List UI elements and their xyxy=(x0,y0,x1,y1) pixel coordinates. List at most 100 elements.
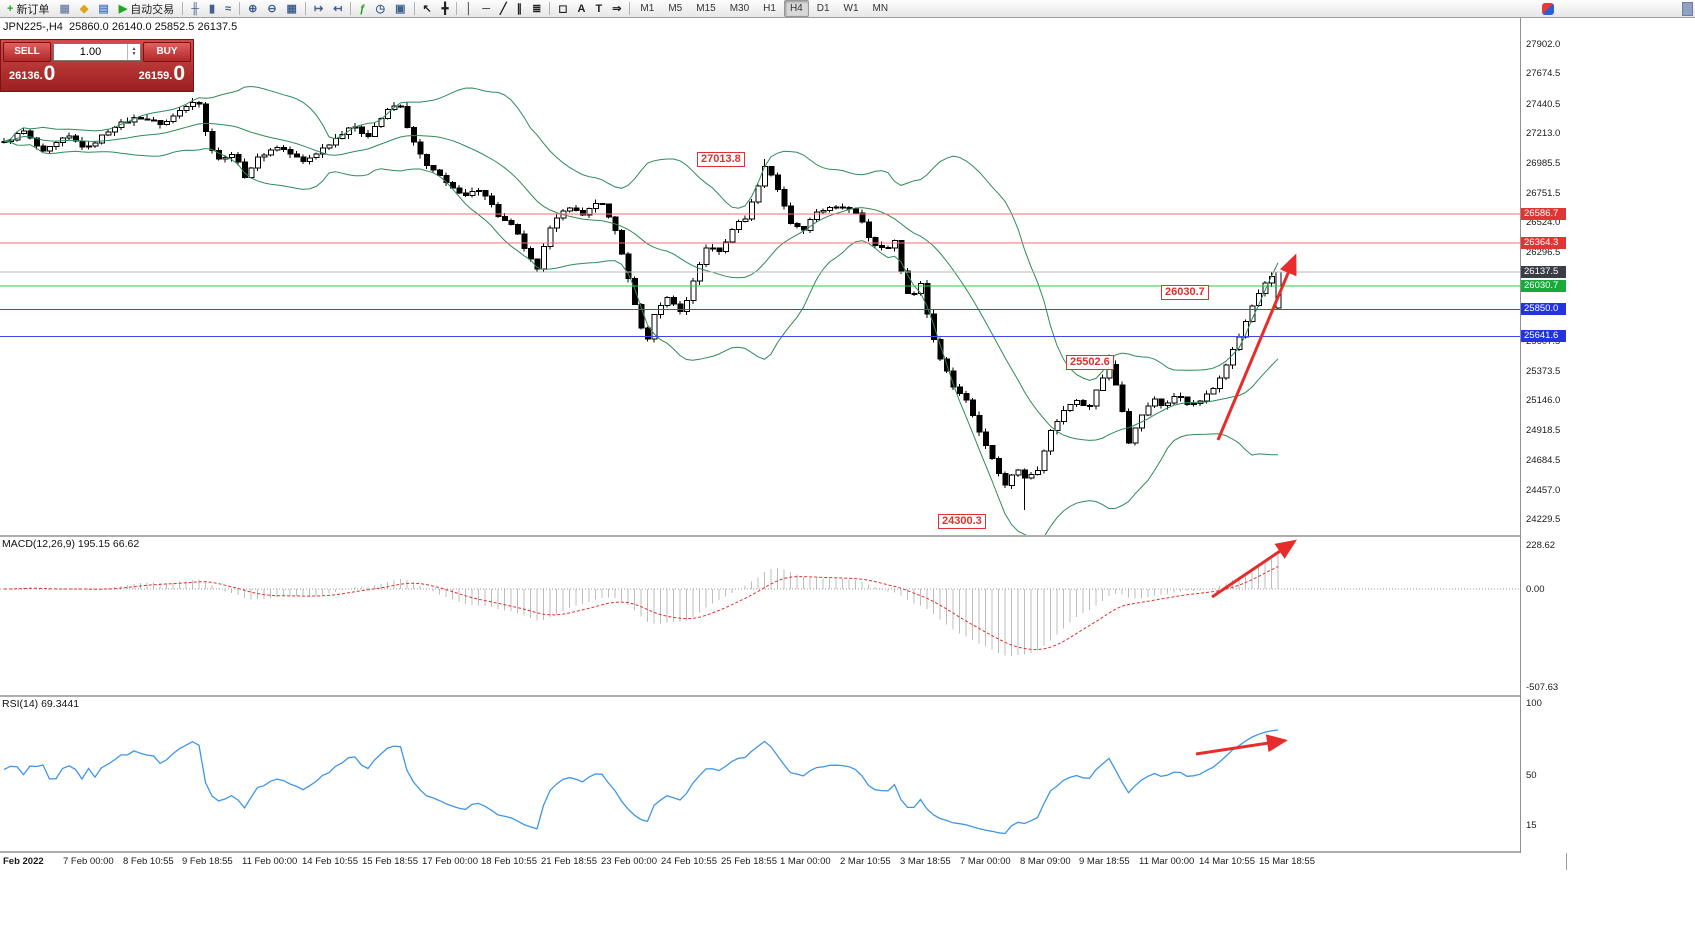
date-label: 2 Mar 10:55 xyxy=(840,856,891,867)
autotrading-icon: ▶ xyxy=(118,2,128,15)
timeframe-h1[interactable]: H1 xyxy=(763,3,776,14)
new-order-icon: + xyxy=(7,2,14,15)
zoom-out-icon[interactable]: ⊖ xyxy=(263,0,280,18)
price-tick: 26985.5 xyxy=(1526,158,1561,169)
charts-icon[interactable]: ▦ xyxy=(55,0,73,18)
buy-button[interactable]: BUY xyxy=(143,42,191,62)
main-chart-pane[interactable]: JPN225-,H4 25860.0 26140.0 25852.5 26137… xyxy=(0,18,1566,535)
bollinger-upper[interactable] xyxy=(3,85,1279,381)
autotrading-button-label: 自动交易 xyxy=(130,3,175,16)
trend-arrow[interactable] xyxy=(1216,253,1297,441)
horizontal-line-icon[interactable]: ─ xyxy=(478,0,494,18)
periods-icon[interactable]: ◷ xyxy=(372,0,390,18)
indicators-icon[interactable]: ƒ xyxy=(355,0,369,18)
price-annotation[interactable]: 26030.7 xyxy=(1161,285,1209,300)
bollinger-lower[interactable] xyxy=(3,141,1278,536)
date-label: 24 Feb 10:55 xyxy=(661,856,717,867)
trendline-icon: ╱ xyxy=(500,2,507,15)
arrows-tool-icon[interactable]: ⇒ xyxy=(608,0,625,18)
timeframe-m1[interactable]: M1 xyxy=(640,3,655,14)
date-label: 11 Feb 00:00 xyxy=(242,856,298,867)
auto-scroll-icon[interactable]: ↦ xyxy=(310,0,327,18)
price-tick: 26751.5 xyxy=(1526,188,1561,199)
alerts-icon[interactable]: ◆ xyxy=(76,0,92,18)
cursor-icon[interactable]: ↖ xyxy=(419,0,436,18)
macd-signal-line[interactable] xyxy=(4,566,1279,651)
timeframe-m15[interactable]: M15 xyxy=(696,3,716,14)
sell-price: 26136. 0 xyxy=(9,62,56,85)
macd-pane[interactable]: MACD(12,26,9) 195.15 66.62 xyxy=(0,537,1566,695)
price-tick: 25146.0 xyxy=(1526,395,1561,406)
toolbar-separator xyxy=(629,2,631,15)
toolbar-separator xyxy=(549,2,551,15)
price-annotation[interactable]: 25502.6 xyxy=(1066,355,1114,370)
new-order-button[interactable]: + 新订单 xyxy=(3,0,53,18)
timeframe-h4[interactable]: H4 xyxy=(783,0,809,17)
date-label: 17 Feb 00:00 xyxy=(422,856,478,867)
volume-spinner[interactable]: ▲ ▼ xyxy=(127,44,140,60)
price-tick: 24918.5 xyxy=(1526,425,1561,436)
channel-icon: ∥ xyxy=(516,2,523,15)
vertical-line-icon[interactable]: │ xyxy=(461,0,476,18)
trend-arrow[interactable] xyxy=(1195,734,1288,756)
toolbar-right-group xyxy=(1542,1,1693,16)
periods-icon: ◷ xyxy=(375,2,386,15)
templates-icon[interactable]: ▣ xyxy=(391,0,409,18)
rsi-canvas[interactable] xyxy=(0,697,1520,851)
candlestick-chart-icon[interactable]: ▮ xyxy=(205,0,219,18)
window-edge-icon[interactable] xyxy=(1682,1,1693,16)
level-price-label: 26364.3 xyxy=(1521,237,1566,249)
bar-chart-icon[interactable]: ╫ xyxy=(187,0,203,18)
date-label: 15 Feb 18:55 xyxy=(362,856,418,867)
crosshair-icon[interactable]: ╋ xyxy=(438,0,453,18)
chart-shift-icon: ↤ xyxy=(333,2,343,15)
trend-arrow[interactable] xyxy=(1211,539,1297,599)
market-watch-icon[interactable]: ▤ xyxy=(94,0,112,18)
pane-separator[interactable] xyxy=(0,695,1566,697)
chart-shift-icon[interactable]: ↤ xyxy=(329,0,346,18)
main-chart-canvas[interactable] xyxy=(0,18,1520,535)
horizontal-line-icon: ─ xyxy=(482,2,491,15)
text-label-icon[interactable]: T xyxy=(591,0,606,18)
timeframe-m5[interactable]: M5 xyxy=(668,3,683,14)
timeframe-m30[interactable]: M30 xyxy=(729,3,750,14)
price-tick: 26296.5 xyxy=(1526,247,1561,258)
bollinger-middle[interactable] xyxy=(3,122,1279,441)
tile-windows-icon[interactable]: ▦ xyxy=(283,0,301,18)
date-label: 7 Mar 00:00 xyxy=(960,856,1011,867)
text-icon[interactable]: A xyxy=(574,0,590,18)
price-annotation[interactable]: 27013.8 xyxy=(697,152,745,167)
fibonacci-icon[interactable]: ≣ xyxy=(528,0,545,18)
shapes-icon[interactable]: ◻ xyxy=(554,0,571,18)
price-annotation[interactable]: 24300.3 xyxy=(938,514,986,529)
alerts-icon: ◆ xyxy=(79,2,89,15)
indicators-icon: ƒ xyxy=(359,2,366,15)
rsi-pane[interactable]: RSI(14) 69.3441 xyxy=(0,697,1566,851)
zoom-in-icon[interactable]: ⊕ xyxy=(244,0,261,18)
sell-button[interactable]: SELL xyxy=(3,42,51,62)
timeframe-mn[interactable]: MN xyxy=(872,3,889,14)
date-label: 14 Feb 10:55 xyxy=(302,856,358,867)
spinner-down-icon[interactable]: ▼ xyxy=(131,51,137,57)
line-chart-icon[interactable]: ≈ xyxy=(221,0,235,18)
price-tick: 24684.5 xyxy=(1526,455,1561,466)
channel-icon[interactable]: ∥ xyxy=(513,0,527,18)
rsi-line[interactable] xyxy=(3,729,1279,835)
price-tick: 25373.5 xyxy=(1526,366,1561,377)
date-label: 8 Feb 10:55 xyxy=(123,856,174,867)
timeframe-d1[interactable]: D1 xyxy=(816,3,830,14)
trendline-icon[interactable]: ╱ xyxy=(496,0,511,18)
toolbar-separator xyxy=(182,2,184,15)
date-label: 8 Mar 09:00 xyxy=(1020,856,1071,867)
macd-canvas[interactable] xyxy=(0,537,1520,695)
pane-separator[interactable] xyxy=(0,535,1566,537)
date-label: 25 Feb 18:55 xyxy=(721,856,777,867)
macd-tick: -507.63 xyxy=(1526,682,1559,693)
one-click-trading-panel: SELL 1.00 ▲ ▼ BUY 26136. 0 26159. 0 xyxy=(0,39,194,92)
timeframe-w1[interactable]: W1 xyxy=(843,3,859,14)
volume-input[interactable]: 1.00 ▲ ▼ xyxy=(53,43,141,61)
community-icon[interactable] xyxy=(1542,2,1554,15)
spinner-up-icon[interactable]: ▲ xyxy=(131,46,137,52)
chart-window: JPN225-,H4 25860.0 26140.0 25852.5 26137… xyxy=(0,18,1567,870)
autotrading-button[interactable]: ▶ 自动交易 xyxy=(115,0,178,18)
